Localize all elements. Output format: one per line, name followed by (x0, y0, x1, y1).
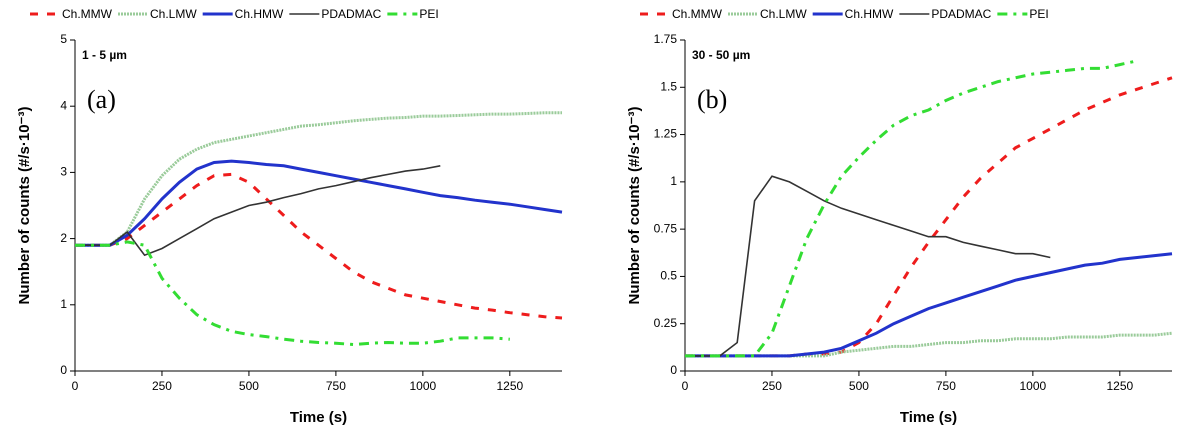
x-tick-label: 0 (682, 379, 689, 393)
x-tick-label: 500 (849, 379, 869, 393)
y-tick-label: 0 (670, 363, 677, 377)
y-tick-label: 1.75 (654, 32, 678, 46)
x-tick-label: 750 (936, 379, 956, 393)
y-tick-label: 1 (60, 297, 67, 311)
panel-label: (b) (697, 85, 727, 114)
series-line (685, 175, 1051, 357)
legend-label: Ch.LMW (150, 7, 197, 21)
series-line (75, 165, 441, 257)
series-line (685, 252, 1173, 358)
y-tick-label: 0.75 (654, 221, 678, 235)
series-line (75, 172, 563, 320)
series-line (75, 159, 563, 247)
y-axis-label: Number of counts (#/s·10⁻³) (16, 107, 33, 305)
x-tick-label: 250 (762, 379, 782, 393)
y-tick-label: 5 (60, 32, 67, 46)
panel-label: (a) (87, 85, 116, 114)
legend-label: PEI (419, 7, 438, 21)
x-tick-label: 1250 (496, 379, 523, 393)
annotation: 1 - 5 µm (82, 48, 127, 62)
y-tick-label: 2 (60, 231, 67, 245)
x-tick-label: 0 (72, 379, 79, 393)
series-line (685, 59, 1138, 358)
y-tick-label: 0.25 (654, 316, 678, 330)
y-tick-label: 1 (670, 174, 677, 188)
y-tick-label: 1.5 (660, 79, 677, 93)
y-tick-label: 0.5 (660, 269, 677, 283)
legend-label: Ch.LMW (760, 7, 807, 21)
series-line (75, 240, 510, 347)
annotation: 30 - 50 µm (692, 48, 750, 62)
series-line (685, 76, 1173, 358)
y-tick-label: 4 (60, 98, 67, 112)
legend-label: PDADMAC (931, 7, 991, 21)
x-axis-label: Time (s) (290, 409, 347, 426)
legend-label: PDADMAC (321, 7, 381, 21)
x-tick-label: 1250 (1106, 379, 1133, 393)
series-line (685, 331, 1173, 358)
legend-label: Ch.MMW (62, 7, 113, 21)
x-tick-label: 1000 (1020, 379, 1047, 393)
legend-label: Ch.HMW (235, 7, 284, 21)
legend-label: Ch.HMW (845, 7, 894, 21)
series-line (75, 111, 562, 247)
y-tick-label: 0 (60, 363, 67, 377)
x-axis-label: Time (s) (900, 409, 957, 426)
x-tick-label: 750 (326, 379, 346, 393)
y-tick-label: 1.25 (654, 127, 678, 141)
x-tick-label: 250 (152, 379, 172, 393)
x-tick-label: 1000 (410, 379, 437, 393)
x-tick-label: 500 (239, 379, 259, 393)
y-axis-label: Number of counts (#/s·10⁻³) (626, 107, 643, 305)
legend-label: PEI (1029, 7, 1048, 21)
legend-label: Ch.MMW (672, 7, 723, 21)
y-tick-label: 3 (60, 165, 67, 179)
